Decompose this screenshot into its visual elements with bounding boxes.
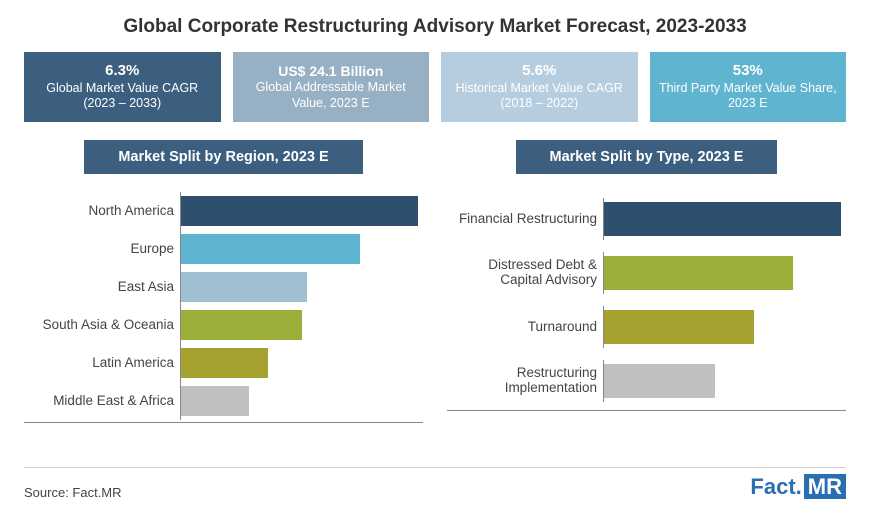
region-bar-fill-5 <box>181 386 249 416</box>
region-bar-label-0: North America <box>24 204 180 219</box>
stat-box-2: 5.6%Historical Market Value CAGR (2018 –… <box>441 52 638 122</box>
bar-row: Europe <box>24 230 423 268</box>
type-bar-track-0 <box>603 198 846 240</box>
type-bar-track-3 <box>603 360 846 402</box>
logo-fact: Fact <box>750 474 795 499</box>
type-bar-fill-0 <box>604 202 841 236</box>
type-bar-fill-3 <box>604 364 715 398</box>
region-bar-fill-1 <box>181 234 360 264</box>
stat-small-0: Global Market Value CAGR (2023 – 2033) <box>30 81 215 112</box>
stat-small-2: Historical Market Value CAGR (2018 – 202… <box>447 81 632 112</box>
type-bar-fill-1 <box>604 256 793 290</box>
type-bar-label-2: Turnaround <box>447 320 603 335</box>
bar-row: Latin America <box>24 344 423 382</box>
bar-row: Turnaround <box>447 306 846 348</box>
region-bar-track-5 <box>180 382 423 420</box>
factmr-logo: Fact.MR <box>750 474 846 500</box>
type-bar-label-0: Financial Restructuring <box>447 212 603 227</box>
chart-region-header: Market Split by Region, 2023 E <box>84 140 362 174</box>
logo-dot: . <box>796 474 802 499</box>
stat-row: 6.3%Global Market Value CAGR (2023 – 203… <box>24 52 846 122</box>
type-bar-label-3: Restructuring Implementation <box>447 366 603 396</box>
chart-type-bars: Financial Restructuring Distressed Debt &… <box>447 192 846 411</box>
stat-box-0: 6.3%Global Market Value CAGR (2023 – 203… <box>24 52 221 122</box>
source-label: Source: Fact.MR <box>24 485 122 500</box>
stat-big-3: 53% <box>656 62 841 81</box>
region-bar-fill-2 <box>181 272 307 302</box>
chart-region: Market Split by Region, 2023 E North Ame… <box>24 140 423 423</box>
stat-big-0: 6.3% <box>30 62 215 81</box>
chart-type-header: Market Split by Type, 2023 E <box>516 140 778 174</box>
region-bar-label-5: Middle East & Africa <box>24 394 180 409</box>
type-bar-track-2 <box>603 306 846 348</box>
bar-row: Financial Restructuring <box>447 198 846 240</box>
chart-type: Market Split by Type, 2023 E Financial R… <box>447 140 846 423</box>
bar-row: North America <box>24 192 423 230</box>
stat-box-3: 53%Third Party Market Value Share, 2023 … <box>650 52 847 122</box>
region-bar-label-3: South Asia & Oceania <box>24 318 180 333</box>
bar-row: Middle East & Africa <box>24 382 423 420</box>
bar-row: Restructuring Implementation <box>447 360 846 402</box>
stat-box-1: US$ 24.1 BillionGlobal Addressable Marke… <box>233 52 430 122</box>
bar-row: South Asia & Oceania <box>24 306 423 344</box>
stat-big-2: 5.6% <box>447 62 632 81</box>
region-bar-label-4: Latin America <box>24 356 180 371</box>
logo-mr: MR <box>804 474 846 499</box>
region-bar-label-1: Europe <box>24 242 180 257</box>
region-bar-track-2 <box>180 268 423 306</box>
type-bar-label-1: Distressed Debt & Capital Advisory <box>447 258 603 288</box>
type-bar-fill-2 <box>604 310 754 344</box>
region-bar-track-0 <box>180 192 423 230</box>
region-bar-fill-4 <box>181 348 268 378</box>
region-bar-fill-0 <box>181 196 418 226</box>
charts-row: Market Split by Region, 2023 E North Ame… <box>24 140 846 423</box>
bar-row: Distressed Debt & Capital Advisory <box>447 252 846 294</box>
region-bar-track-3 <box>180 306 423 344</box>
type-bar-track-1 <box>603 252 846 294</box>
region-bar-track-4 <box>180 344 423 382</box>
region-bar-fill-3 <box>181 310 302 340</box>
footer: Source: Fact.MR Fact.MR <box>24 467 846 500</box>
region-bar-label-2: East Asia <box>24 280 180 295</box>
bar-row: East Asia <box>24 268 423 306</box>
stat-small-1: Global Addressable Market Value, 2023 E <box>239 80 424 111</box>
page-title: Global Corporate Restructuring Advisory … <box>24 16 846 38</box>
page: Global Corporate Restructuring Advisory … <box>0 0 870 510</box>
stat-big-1: US$ 24.1 Billion <box>239 63 424 81</box>
chart-region-bars: North America Europe East Asia South Asia &… <box>24 192 423 423</box>
region-bar-track-1 <box>180 230 423 268</box>
stat-small-3: Third Party Market Value Share, 2023 E <box>656 81 841 112</box>
